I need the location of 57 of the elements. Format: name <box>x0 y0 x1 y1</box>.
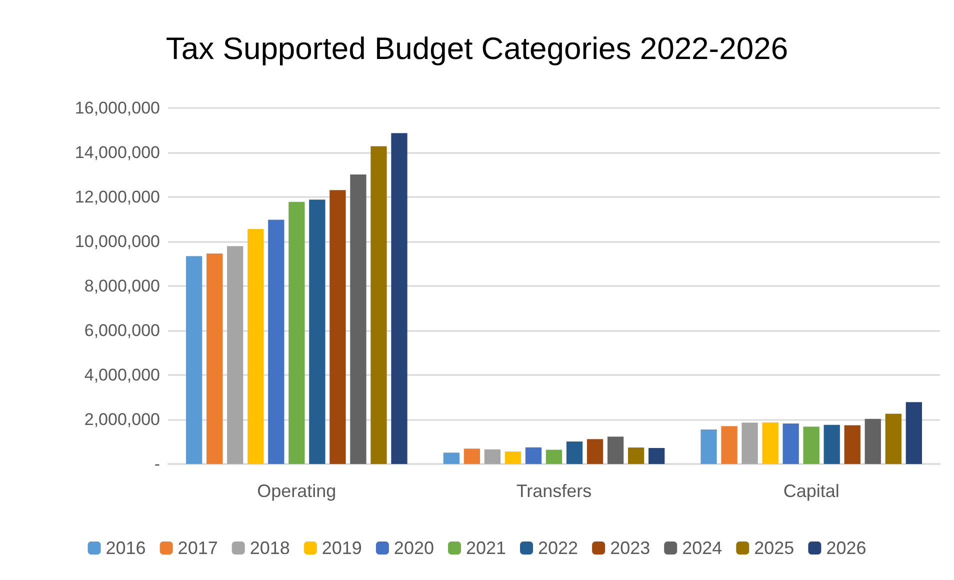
bar <box>628 448 644 464</box>
bar <box>742 422 758 464</box>
legend-label: 2018 <box>250 538 290 558</box>
y-tick-label: 10,000,000 <box>74 232 160 251</box>
x-tick-label: Transfers <box>516 481 592 501</box>
chart-title: Tax Supported Budget Categories 2022-2026 <box>166 31 788 66</box>
y-tick-label: - <box>154 454 160 474</box>
bar <box>248 229 264 464</box>
y-tick-label: 12,000,000 <box>74 188 160 206</box>
bar <box>546 450 562 464</box>
bar <box>525 447 542 464</box>
bar <box>721 426 738 464</box>
legend-label: 2019 <box>322 538 362 558</box>
bar <box>864 418 881 464</box>
legend-label: 2026 <box>826 538 866 558</box>
y-tick-label: 2,000,000 <box>84 410 160 429</box>
bar <box>186 256 202 464</box>
legend-label: 2020 <box>394 538 434 558</box>
y-tick-label: 4,000,000 <box>84 366 160 384</box>
legend-label: 2016 <box>106 538 146 558</box>
y-tick-label: 14,000,000 <box>74 143 160 162</box>
bar <box>330 190 346 464</box>
bar <box>227 246 244 464</box>
bar <box>700 430 717 464</box>
legend-label: 2017 <box>178 538 218 558</box>
bar <box>288 202 305 464</box>
legend-label: 2024 <box>682 538 722 558</box>
legend-label: 2022 <box>538 538 578 558</box>
legend-label: 2023 <box>610 538 650 558</box>
x-tick-label: Capital <box>783 481 840 501</box>
bar <box>391 133 408 464</box>
bar <box>803 426 820 464</box>
bar <box>607 436 624 464</box>
bar <box>443 452 460 464</box>
bar <box>782 424 799 464</box>
x-tick-label: Operating <box>257 481 336 501</box>
bar <box>885 414 902 464</box>
bar <box>586 439 604 464</box>
legend-label: 2025 <box>754 538 794 558</box>
bar <box>350 174 366 464</box>
bar <box>484 449 501 464</box>
bar <box>566 442 583 464</box>
legend-label: 2021 <box>466 538 506 558</box>
bar <box>309 200 326 464</box>
bar <box>268 220 284 464</box>
bar <box>504 452 522 464</box>
bar <box>906 402 922 464</box>
bar <box>824 424 840 464</box>
bar <box>762 422 778 464</box>
bar <box>206 254 223 464</box>
bar <box>648 448 665 464</box>
bar <box>464 448 480 464</box>
y-tick-label: 6,000,000 <box>84 321 160 340</box>
bar <box>844 425 860 464</box>
y-tick-label: 8,000,000 <box>84 276 160 296</box>
y-tick-label: 16,000,000 <box>74 98 160 118</box>
bar <box>370 146 387 464</box>
